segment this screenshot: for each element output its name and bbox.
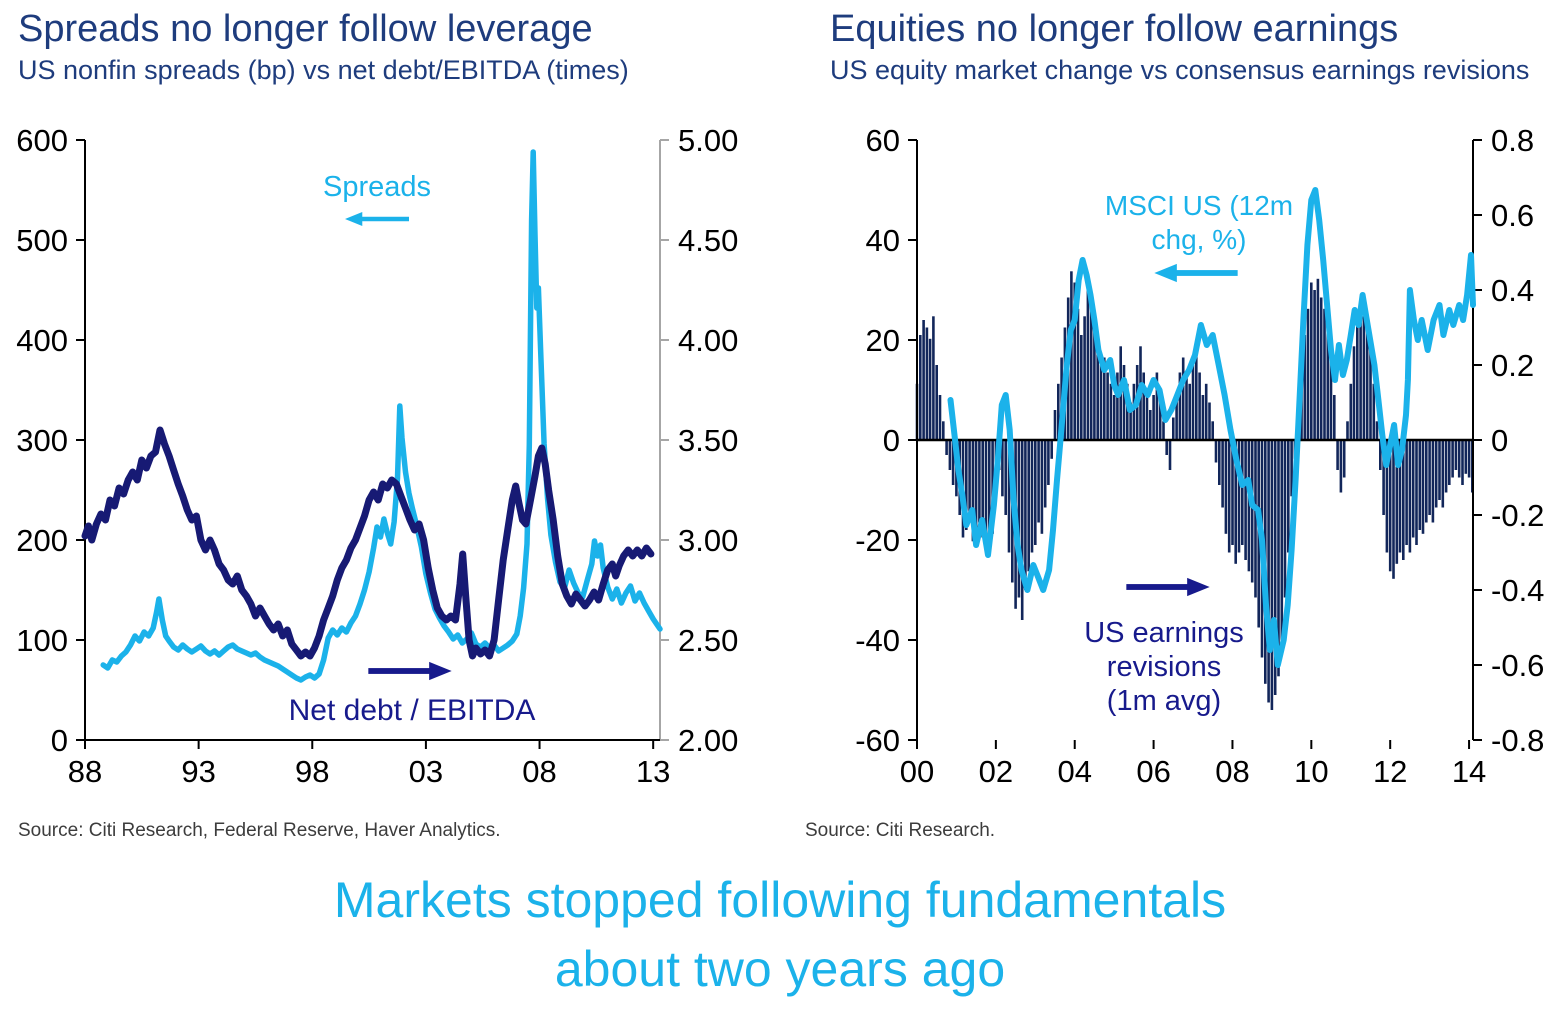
svg-text:5.00: 5.00 bbox=[678, 123, 738, 158]
svg-text:20: 20 bbox=[866, 323, 900, 358]
svg-text:98: 98 bbox=[295, 754, 329, 789]
svg-text:14: 14 bbox=[1452, 754, 1486, 789]
svg-text:0.8: 0.8 bbox=[1491, 123, 1534, 158]
svg-text:2.50: 2.50 bbox=[678, 623, 738, 658]
right-arrow-icon bbox=[1126, 577, 1210, 597]
svg-text:4.00: 4.00 bbox=[678, 323, 738, 358]
revisions-series-label-line2: revisions bbox=[1106, 651, 1222, 684]
svg-text:40: 40 bbox=[866, 223, 900, 258]
left-chart-source: Source: Citi Research, Federal Reserve, … bbox=[18, 820, 501, 841]
svg-text:02: 02 bbox=[979, 754, 1013, 789]
svg-text:-0.2: -0.2 bbox=[1491, 498, 1544, 533]
svg-text:-0.8: -0.8 bbox=[1491, 723, 1544, 758]
right-arrow-icon bbox=[368, 661, 452, 681]
svg-text:400: 400 bbox=[16, 323, 68, 358]
left-arrow-icon bbox=[1154, 263, 1238, 283]
svg-text:-0.6: -0.6 bbox=[1491, 648, 1544, 683]
svg-text:03: 03 bbox=[409, 754, 443, 789]
svg-text:00: 00 bbox=[900, 754, 934, 789]
left-chart-title-block: Spreads no longer follow leverage US non… bbox=[18, 8, 629, 86]
slide-caption-line1: Markets stopped following fundamentals bbox=[333, 872, 1227, 928]
svg-text:-0.4: -0.4 bbox=[1491, 573, 1544, 608]
svg-text:06: 06 bbox=[1136, 754, 1170, 789]
spreads-series-label: Spreads bbox=[322, 171, 432, 203]
svg-text:3.00: 3.00 bbox=[678, 523, 738, 558]
svg-text:0.6: 0.6 bbox=[1491, 198, 1534, 233]
right-chart-title: Equities no longer follow earnings bbox=[830, 8, 1399, 50]
spreads-arrow-wrap bbox=[345, 209, 409, 229]
revisions-series-label: US earnings revisions (1m avg) bbox=[1084, 616, 1244, 719]
left-chart-subtitle: US nonfin spreads (bp) vs net debt/EBITD… bbox=[18, 54, 629, 85]
slide-caption-line2: about two years ago bbox=[554, 941, 1006, 997]
svg-text:500: 500 bbox=[16, 223, 68, 258]
svg-text:93: 93 bbox=[181, 754, 215, 789]
svg-text:0.4: 0.4 bbox=[1491, 273, 1534, 308]
msci-arrow-wrap bbox=[1148, 263, 1245, 283]
svg-text:13: 13 bbox=[636, 754, 670, 789]
svg-text:0: 0 bbox=[883, 423, 900, 458]
revisions-series-label-line3: (1m avg) bbox=[1106, 685, 1222, 718]
svg-text:60: 60 bbox=[866, 123, 900, 158]
svg-text:0.2: 0.2 bbox=[1491, 348, 1534, 383]
svg-text:08: 08 bbox=[1215, 754, 1249, 789]
svg-text:300: 300 bbox=[16, 423, 68, 458]
svg-text:0: 0 bbox=[51, 723, 68, 758]
revisions-series-label-line1: US earnings bbox=[1084, 617, 1244, 649]
revisions-arrow-wrap bbox=[1120, 577, 1217, 597]
right-chart-subtitle: US equity market change vs consensus ear… bbox=[830, 54, 1530, 85]
left-arrow-icon bbox=[345, 211, 409, 227]
svg-text:10: 10 bbox=[1294, 754, 1328, 789]
netdebt-arrow-wrap bbox=[366, 661, 454, 681]
svg-text:2.00: 2.00 bbox=[678, 723, 738, 758]
svg-text:08: 08 bbox=[522, 754, 556, 789]
right-chart-source: Source: Citi Research. bbox=[805, 820, 996, 841]
svg-text:04: 04 bbox=[1057, 754, 1091, 789]
svg-text:88: 88 bbox=[68, 754, 102, 789]
slide-caption: Markets stopped following fundamentals a… bbox=[0, 866, 1560, 1004]
msci-series-label-line1: MSCI US (12m bbox=[1104, 190, 1294, 221]
svg-text:-60: -60 bbox=[855, 723, 900, 758]
svg-text:0: 0 bbox=[1491, 423, 1508, 458]
msci-series-label: MSCI US (12m chg, %) bbox=[1105, 189, 1293, 257]
svg-text:12: 12 bbox=[1373, 754, 1407, 789]
netdebt-series-label: Net debt / EBITDA bbox=[288, 694, 536, 727]
right-chart-title-block: Equities no longer follow earnings US eq… bbox=[830, 8, 1529, 86]
svg-text:200: 200 bbox=[16, 523, 68, 558]
svg-text:-40: -40 bbox=[855, 623, 900, 658]
svg-text:-20: -20 bbox=[855, 523, 900, 558]
msci-series-label-line2: chg, %) bbox=[1151, 224, 1247, 256]
svg-text:100: 100 bbox=[16, 623, 68, 658]
svg-text:4.50: 4.50 bbox=[678, 223, 738, 258]
left-chart-title: Spreads no longer follow leverage bbox=[18, 8, 593, 50]
svg-text:600: 600 bbox=[16, 123, 68, 158]
svg-text:3.50: 3.50 bbox=[678, 423, 738, 458]
